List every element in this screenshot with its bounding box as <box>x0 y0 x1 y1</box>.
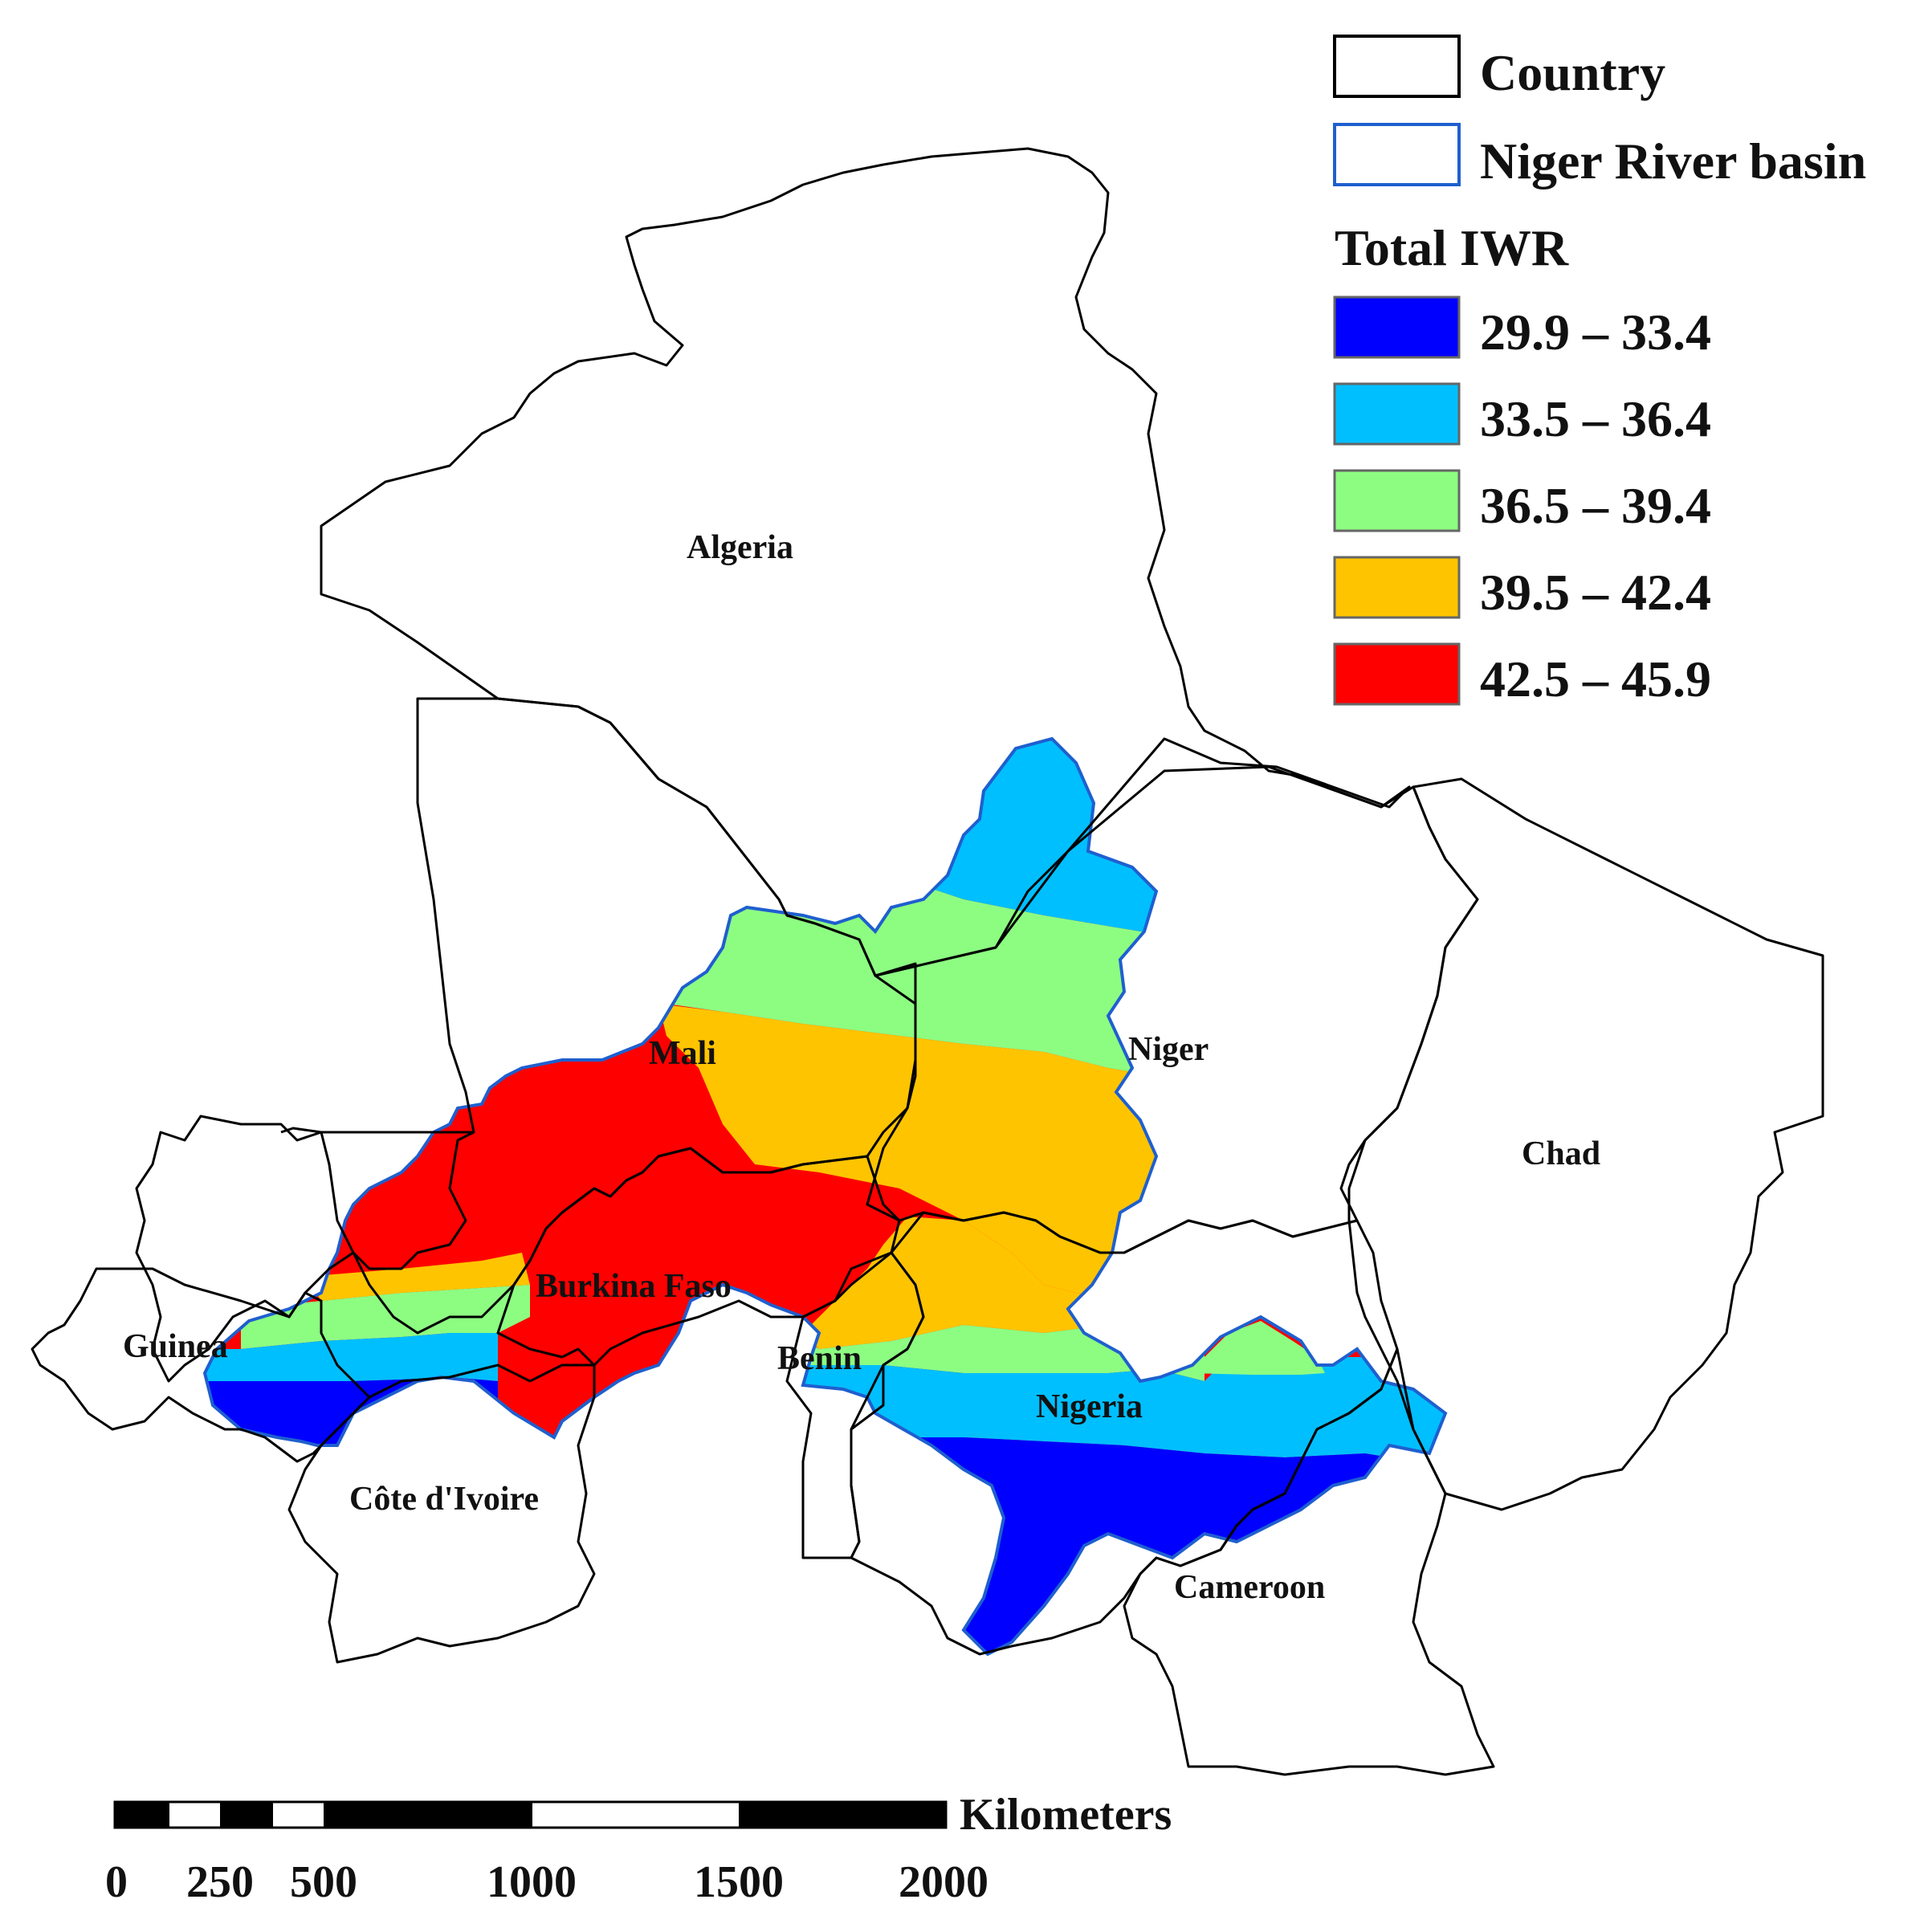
legend-class-label: 33.5 – 36.4 <box>1480 390 1711 447</box>
scale-segment-black <box>220 1802 273 1828</box>
cameroon-outline <box>1123 1347 1495 1776</box>
label-burkina-faso: Burkina Faso <box>536 1268 732 1305</box>
label-nigeria: Nigeria <box>1036 1388 1143 1425</box>
legend-class-swatch <box>1333 556 1461 619</box>
scale-tick-label: 0 <box>105 1857 128 1907</box>
label-cote-divoire: Côte d'Ivoire <box>349 1481 539 1518</box>
label-guinea: Guinea <box>123 1328 228 1365</box>
legend-basin-swatch <box>1333 123 1461 186</box>
label-benin: Benin <box>777 1340 862 1377</box>
label-chad: Chad <box>1522 1135 1600 1172</box>
scale-segment-black <box>324 1802 532 1828</box>
guinea-outline <box>31 1267 371 1463</box>
legend-class-label: 42.5 – 45.9 <box>1480 650 1711 707</box>
label-algeria: Algeria <box>687 529 793 566</box>
legend-class-label: 39.5 – 42.4 <box>1480 564 1711 621</box>
chad-outline <box>1347 777 1824 1511</box>
legend-class-swatch <box>1333 469 1461 532</box>
algeria-outline <box>320 147 1411 977</box>
legend-class-swatch <box>1333 382 1461 446</box>
legend: Country Niger River basin Total IWR 29.9… <box>1333 35 1866 707</box>
label-niger: Niger <box>1128 1031 1209 1068</box>
country-outlines <box>31 147 1824 1776</box>
zone-green-east <box>1188 1321 1325 1375</box>
zone-orange-west <box>305 1253 530 1301</box>
legend-class-label: 29.9 – 33.4 <box>1480 304 1711 361</box>
scale-tick-label: 500 <box>290 1857 357 1907</box>
label-cameroon: Cameroon <box>1174 1569 1325 1606</box>
scale-tick-label: 2000 <box>899 1857 988 1907</box>
scale-tick-label: 250 <box>186 1857 254 1907</box>
zone-lightblue-west <box>205 1333 498 1381</box>
scale-segment-black <box>739 1802 946 1828</box>
country-labels: Algeria Mali Niger Chad Burkina Faso Gui… <box>123 529 1600 1606</box>
burkina-faso-outline <box>496 1147 901 1367</box>
scale-unit-label: Kilometers <box>960 1790 1172 1840</box>
legend-title: Total IWR <box>1335 219 1569 276</box>
scale-tick-label: 1500 <box>694 1857 784 1907</box>
legend-class-swatch <box>1333 642 1461 706</box>
legend-class-label: 36.5 – 39.4 <box>1480 477 1711 534</box>
scale-tick-label: 1000 <box>487 1857 577 1907</box>
mali-border-west <box>280 1127 474 1134</box>
legend-class-swatch <box>1333 296 1461 359</box>
legend-country-label: Country <box>1480 44 1665 101</box>
legend-country-swatch <box>1333 35 1461 98</box>
label-mali: Mali <box>649 1035 716 1072</box>
legend-basin-label: Niger River basin <box>1480 132 1866 190</box>
zone-darkblue-south <box>803 1421 1445 1654</box>
zone-green-north <box>642 883 1204 1084</box>
zone-lightblue-south <box>787 1357 1445 1469</box>
zone-darkblue-west <box>205 1377 498 1461</box>
scale-segment-black <box>115 1802 169 1828</box>
scale-bar: Kilometers 0 250 500 1000 1500 2000 <box>105 1790 1172 1907</box>
cote-divoire-outline <box>287 1363 596 1664</box>
